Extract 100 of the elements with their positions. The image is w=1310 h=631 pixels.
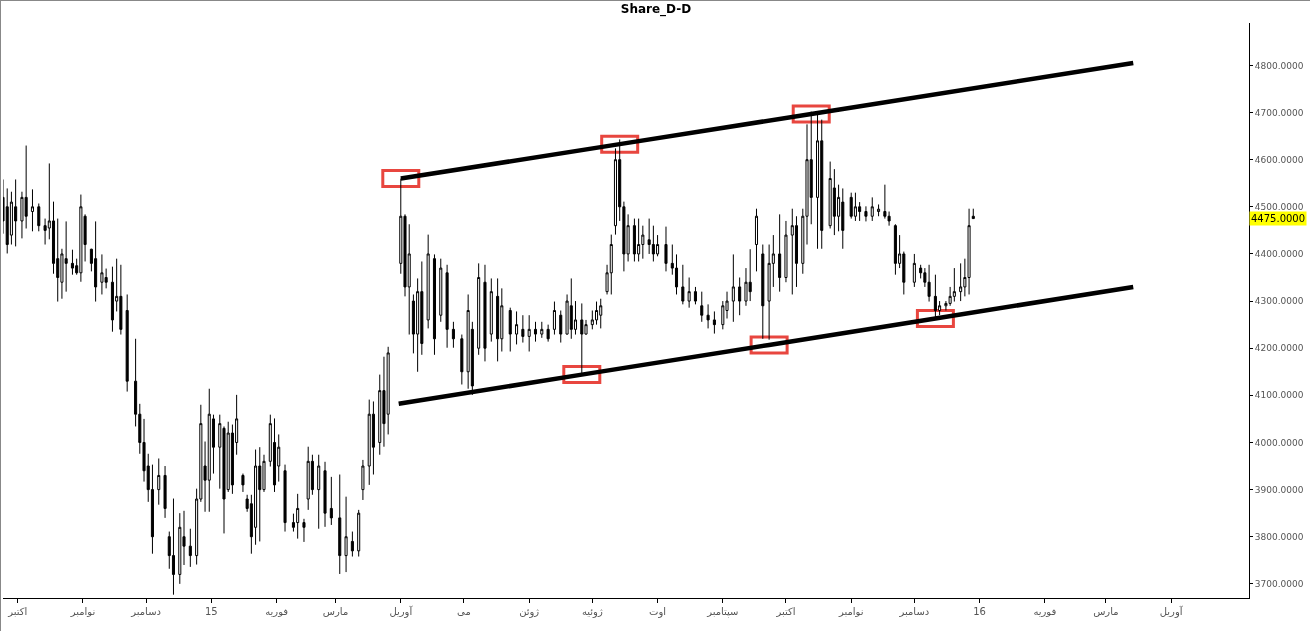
candlestick [171,498,176,596]
y-tick-label: 4500.0000 [1254,201,1304,212]
candlestick [527,314,531,352]
candlestick [426,234,430,329]
y-tick-label: 4700.0000 [1254,107,1304,118]
y-tick-label: 4100.0000 [1254,390,1304,401]
candlestick [188,528,192,568]
candlestick [521,314,525,344]
candlestick [163,465,167,519]
candlestick [317,454,321,530]
y-tick-label: 4600.0000 [1254,154,1304,165]
candlestick [432,253,436,356]
candlestick [693,286,697,305]
candlestick [559,310,563,344]
x-tick-label: اوت [649,606,667,618]
candlestick [302,518,306,543]
candlestick [306,446,310,511]
candlestick [599,298,603,329]
x-tick-label: دسامبر [898,606,930,617]
candlestick [157,457,161,506]
candlestick [125,293,129,393]
candlestick [357,509,361,558]
x-tick-label: نوامبر [837,606,864,617]
y-tick-label: 4400.0000 [1254,249,1304,260]
candlestick [207,388,211,513]
candlestick [283,464,287,533]
x-tick-label: دسامبر [130,606,162,617]
candlestick [30,188,34,232]
candlestick [344,496,348,573]
candlestick [533,321,538,343]
candlestick [790,208,794,295]
candlestick [664,226,668,272]
candlestick [877,203,881,217]
candlestick [367,399,371,486]
candlestick [870,196,874,222]
candlestick [971,208,975,220]
candlestick [706,303,710,329]
y-tick-label: 4800.0000 [1254,60,1304,71]
candlestick [296,493,300,540]
candlestick [70,249,74,276]
x-tick-label: اکتبر [7,606,28,617]
candlestick [754,208,759,272]
candlestick [712,310,716,335]
candlestick [350,531,354,558]
candlestick [609,234,613,295]
text: 4475.0000 [1251,213,1306,224]
candlestick [439,258,443,323]
candlestick [569,277,573,340]
candlestick [546,324,550,343]
candlestick [637,218,641,262]
candlestick [841,187,845,250]
x-tick-label: مارس [1093,606,1119,617]
candlestick [515,310,519,345]
candlestick [460,334,464,385]
candlestick [700,291,704,323]
candlestick [258,446,262,542]
candlestick [178,512,182,585]
candlestick [272,417,277,493]
x-tick-label: اکتبر [775,606,796,617]
candlestick [14,178,18,247]
x-tick-label: 15 [205,606,218,617]
candlestick [338,474,342,575]
candlestick [483,264,487,362]
candlestick [731,253,735,323]
y-tick-label: 3700.0000 [1254,579,1304,590]
chart-title: Share_D-D [620,1,692,17]
candlestick [952,267,956,303]
candlestick [323,461,327,528]
candlestick [37,203,41,232]
candlestick [820,119,824,250]
candlestick [329,476,333,526]
candlestick [477,262,481,356]
candlestick [496,277,500,362]
candlestick [761,244,765,340]
candlestick [361,459,365,501]
candlestick [738,277,742,316]
candlestick [959,262,963,302]
candlestick [489,277,493,343]
candlestick [893,223,897,276]
x-tick-label: ژوئن [519,606,540,618]
candlestick [241,473,245,493]
x-tick-label: می [457,606,471,617]
candlestick [508,307,512,352]
x-tick-label: ژوئیه [581,606,603,618]
x-tick-label: نوامبر [69,606,96,617]
x-tick-label: آوریل [389,605,414,618]
candlestick [778,213,782,293]
y-tick-label: 3800.0000 [1254,531,1304,542]
candlestick [912,253,916,288]
candlestick [94,220,98,303]
x-tick-label: 16 [973,606,986,617]
candlestick [445,264,449,349]
x-tick-label: آوریل [1159,605,1184,618]
candlestick [540,321,544,339]
candlestick [849,192,853,220]
candlestick [79,194,83,283]
candlestick [748,248,752,302]
y-tick-label: 3900.0000 [1254,484,1304,495]
candlestick [853,192,857,222]
candlestick [864,205,868,222]
